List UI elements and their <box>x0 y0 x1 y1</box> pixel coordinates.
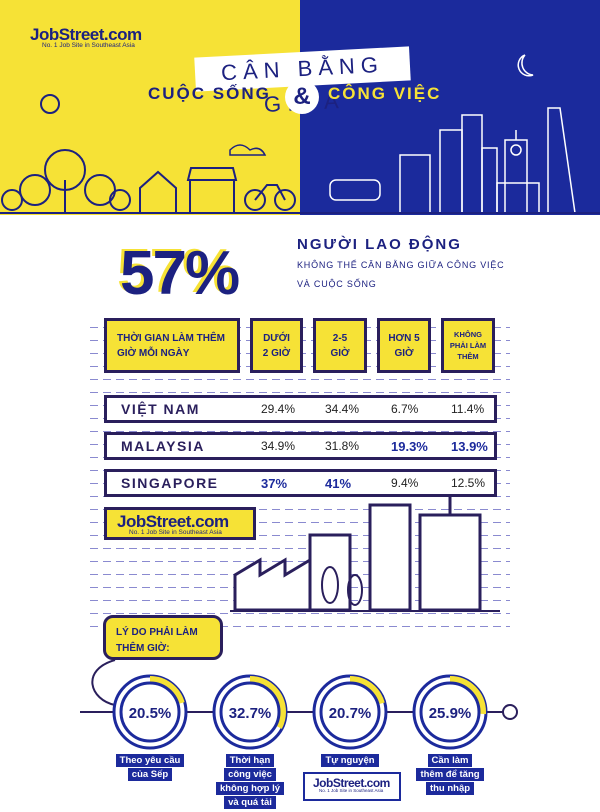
reason-label-line: Theo yêu cầu <box>115 754 185 767</box>
reason-label-line: Thời hạn <box>225 754 275 767</box>
table-cell: 13.9% <box>451 439 488 454</box>
table-cell: 31.8% <box>325 439 360 453</box>
building-icon <box>368 503 412 612</box>
table-row: MALAYSIA 34.9% 31.8% 19.3% 13.9% <box>104 432 497 460</box>
reason-progress-arc <box>414 676 486 748</box>
reason-label-line: thêm để tăng <box>416 768 484 781</box>
country-name: MALAYSIA <box>121 438 205 454</box>
stat-line-1: KHÔNG THỂ CÂN BẰNG GIỮA CÔNG VIỆC <box>297 260 505 270</box>
reason-ring: 32.7% <box>212 674 288 750</box>
reason-ring: 25.9% <box>412 674 488 750</box>
table-header-2-5h: 2-5 GIỜ <box>313 318 367 373</box>
table-cell: 9.4% <box>391 476 419 490</box>
cloud-icon <box>229 144 267 156</box>
logo-name: JobStreet.com <box>313 776 390 790</box>
shop-icon <box>186 167 238 214</box>
reason-label-line: Tự nguyện <box>321 754 379 767</box>
stat-value: 57% <box>120 239 240 308</box>
reason-ring-inner <box>319 681 381 743</box>
reason-label: Theo yêu cầu của Sếp <box>100 753 200 782</box>
table-cell: 37% <box>261 476 288 491</box>
reason-ring: 20.7% <box>312 674 388 750</box>
table-cell: 29.4% <box>261 402 296 416</box>
table-header-label: THỜI GIAN LÀM THÊM GIỜ MỖI NGÀY <box>104 318 240 373</box>
timeline-end-icon <box>502 704 518 720</box>
jobstreet-logo-top[interactable]: JobStreet.com No. 1 Job Site in Southeast… <box>30 26 142 50</box>
reason-label-line: của Sếp <box>127 768 173 781</box>
building-icon <box>308 533 352 612</box>
country-name: SINGAPORE <box>121 475 219 491</box>
reason-ring-inner <box>419 681 481 743</box>
table-cell: 41% <box>325 476 352 491</box>
reason-label: Cần làm thêm để tăng thu nhập <box>400 753 500 796</box>
jobstreet-logo-bottom[interactable]: JobStreet.com No. 1 Job Site in Southeast… <box>303 772 401 801</box>
reason-rings: 20.5% 32.7% 20.7% 25.9% <box>112 674 488 750</box>
table-cell: 19.3% <box>391 439 428 454</box>
header-illustration <box>0 54 600 214</box>
table-cell: 34.9% <box>261 439 296 453</box>
logo-name: JobStreet.com <box>30 25 142 44</box>
tree-icon <box>347 574 363 606</box>
building-icon <box>418 513 482 612</box>
reason-label: Tự nguyện <box>300 753 400 768</box>
table-header-under-2h: DƯỚI 2 GIỜ <box>250 318 303 373</box>
stat-title: NGƯỜI LAO ĐỘNG <box>297 236 462 253</box>
table-cell: 6.7% <box>391 402 419 416</box>
trees-icon <box>1 149 131 213</box>
factory-icon <box>233 557 312 612</box>
reason-label-line: công việc <box>224 768 276 781</box>
reason-ring: 20.5% <box>112 674 188 750</box>
jobstreet-logo-middle[interactable]: JobStreet.com No. 1 Job Site in Southeast… <box>104 507 256 540</box>
reason-progress-arc <box>214 676 286 748</box>
reason-ring-inner <box>219 681 281 743</box>
reasons-timeline: 20.5% 32.7% 20.7% 25.9% <box>80 660 518 750</box>
reason-label: Thời hạn công việc không hợp lý và quá tải <box>200 753 300 810</box>
logo-tagline: No. 1 Job Site in Southeast Asia <box>129 529 222 536</box>
table-row: VIỆT NAM 29.4% 34.4% 6.7% 11.4% <box>104 395 497 423</box>
country-name: VIỆT NAM <box>121 401 200 417</box>
reasons-title: LÝ DO PHẢI LÀM THÊM GIỜ: <box>103 615 223 660</box>
reason-value: 25.9% <box>429 705 472 722</box>
table-header-over-5h: HƠN 5 GIỜ <box>377 318 431 373</box>
sun-icon <box>40 94 60 114</box>
table-cell: 34.4% <box>325 402 360 416</box>
logo-tagline: No. 1 Job Site in Southeast Asia <box>319 788 384 793</box>
reason-value: 20.5% <box>129 705 172 722</box>
logo-tagline: No. 1 Job Site in Southeast Asia <box>42 42 135 49</box>
table-cell: 12.5% <box>451 476 486 490</box>
reason-label-line: và quá tải <box>224 796 276 809</box>
tree-icon <box>321 566 339 604</box>
logo-name: JobStreet.com <box>117 512 229 531</box>
city-illustration <box>230 495 500 612</box>
stat-line-2: VÀ CUỘC SỐNG <box>297 279 377 289</box>
title-work: CÔNG VIỆC <box>328 84 442 103</box>
moon-icon <box>517 54 534 77</box>
reason-ring-inner <box>119 681 181 743</box>
reason-label-line: Cần làm <box>427 754 473 767</box>
title-life: CUỘC SỐNG <box>148 84 271 103</box>
reason-value: 32.7% <box>229 705 272 722</box>
taxi-icon <box>329 179 381 201</box>
reason-progress-arc <box>114 676 186 748</box>
house-icon <box>139 170 177 214</box>
table-cell: 11.4% <box>451 402 485 416</box>
reason-label-line: thu nhập <box>425 782 475 795</box>
table-row: SINGAPORE 37% 41% 9.4% 12.5% <box>104 469 497 497</box>
reason-label-line: không hợp lý <box>215 782 285 795</box>
reason-progress-arc <box>314 676 386 748</box>
table-header-no-overtime: KHÔNG PHẢI LÀM THÊM <box>441 318 495 373</box>
bicycle-icon <box>244 184 296 211</box>
reason-value: 20.7% <box>329 705 372 722</box>
title-ampersand: & <box>285 80 319 114</box>
